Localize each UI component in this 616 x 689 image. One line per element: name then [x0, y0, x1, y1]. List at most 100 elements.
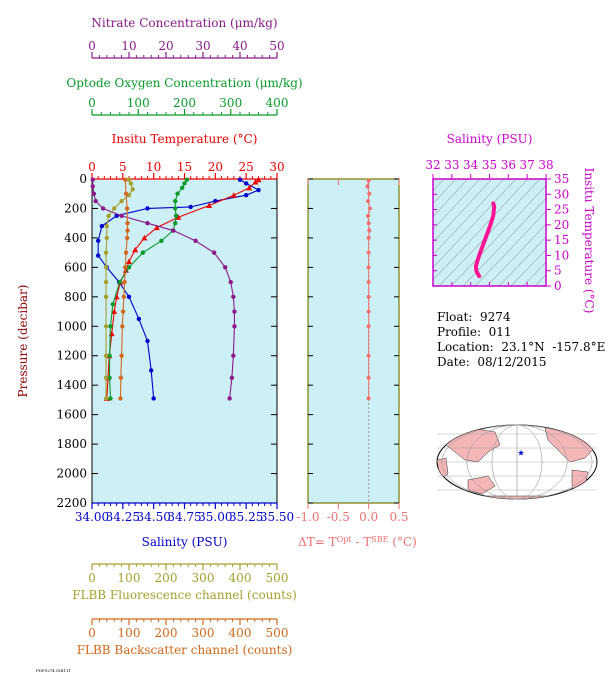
data-point: [126, 294, 132, 300]
data-point: [123, 265, 128, 270]
data-point: [107, 375, 112, 381]
float-id: Float: 9274: [437, 310, 511, 324]
salinity-tick-label: 35.50: [260, 510, 294, 524]
ts-isoline: [433, 179, 505, 256]
pressure-tick-label: 1000: [56, 319, 87, 333]
data-point: [120, 324, 125, 329]
oxygen-tick-label: 0: [88, 96, 96, 110]
salinity-tick-label: 34.00: [75, 510, 109, 524]
delta-label-part: - T: [352, 535, 372, 549]
data-point: [104, 235, 110, 241]
delta-label-part: SBE: [371, 535, 388, 544]
ts-isoline: [433, 179, 469, 217]
nitrate-tick-label: 50: [269, 39, 284, 53]
ts-isoline: [537, 169, 616, 296]
delta-label-part: ΔT= T: [298, 535, 337, 549]
delta-point: [366, 178, 371, 183]
data-point: [255, 176, 262, 183]
data-point: [119, 353, 124, 358]
temperature-axis-label: Insitu Temperature (°C): [112, 132, 258, 146]
delta-label-part: (°C): [388, 535, 416, 549]
ts-salinity-tick-label: 34: [463, 158, 479, 172]
data-point: [126, 258, 132, 264]
temperature-tick-label: 30: [269, 160, 284, 174]
pressure-tick-label: 1200: [56, 349, 87, 363]
data-point: [179, 185, 185, 191]
data-point: [121, 294, 127, 300]
delta-plot-area: [307, 178, 400, 504]
ts-salinity-tick-label: 33: [444, 158, 459, 172]
ts-temperature-tick-label: 10: [554, 248, 569, 262]
data-point: [173, 213, 179, 219]
delta-tick-label: -0.5: [327, 510, 350, 524]
pressure-tick-label: 1800: [56, 437, 87, 451]
data-point: [126, 177, 132, 182]
delta-tick-label: -1.0: [296, 510, 319, 524]
fluorescence-tick-label: 200: [155, 571, 178, 585]
data-point: [123, 191, 129, 196]
backscatter-axis-label: FLBB Backscatter channel (counts): [77, 643, 293, 657]
delta-point: [366, 265, 371, 270]
salinity-tick-label: 35.25: [229, 510, 263, 524]
data-point: [90, 184, 95, 189]
data-point: [119, 198, 124, 204]
data-point: [223, 265, 228, 270]
series-1: [103, 176, 262, 401]
delta-point: [366, 294, 371, 299]
backscatter-tick-label: 100: [118, 626, 141, 640]
data-point: [232, 324, 237, 329]
data-point: [182, 181, 187, 186]
salinity-tick-label: 34.25: [106, 510, 140, 524]
data-point: [229, 375, 235, 381]
data-point: [171, 228, 176, 233]
temperature-tick-label: 0: [88, 160, 96, 174]
ts-temperature-tick-label: 20: [554, 218, 569, 232]
delta-point: [367, 206, 372, 211]
ts-isoline: [433, 179, 517, 268]
pressure-tick-label: 2000: [56, 467, 87, 481]
footer-note: PDF9274 ISR111: [36, 668, 71, 673]
delta-point: [367, 228, 372, 233]
data-point: [159, 238, 164, 244]
data-point: [110, 301, 116, 307]
pressure-tick-label: 800: [64, 290, 87, 304]
ts-salinity-axis-label: Salinity (PSU): [447, 132, 533, 146]
ts-salinity-tick-label: 35: [482, 158, 497, 172]
fluorescence-tick-label: 0: [88, 571, 96, 585]
backscatter-tick-label: 0: [88, 626, 96, 640]
data-point: [95, 253, 101, 258]
ts-temperature-tick-label: 0: [554, 279, 562, 293]
backscatter-tick-label: 300: [192, 626, 215, 640]
data-point: [175, 214, 182, 220]
oxygen-tick-label: 100: [127, 96, 150, 110]
ts-salinity-tick-label: 32: [425, 158, 440, 172]
data-point: [103, 375, 109, 381]
pressure-tick-label: 200: [64, 201, 87, 215]
ts-isoline: [433, 179, 457, 205]
data-point: [256, 187, 261, 193]
data-point: [111, 308, 118, 315]
data-point: [173, 206, 178, 211]
nitrate-tick-label: 20: [158, 39, 173, 53]
fluorescence-tick-label: 400: [229, 571, 252, 585]
oxygen-tick-label: 300: [219, 96, 242, 110]
nitrate-axis-label: Nitrate Concentration (μm/kg): [91, 16, 277, 30]
temperature-tick-label: 10: [146, 160, 161, 174]
data-point: [145, 220, 150, 226]
data-point: [132, 246, 139, 253]
temperature-tick-label: 15: [177, 160, 192, 174]
oxygen-axis-label: Optode Oxygen Concentration (μm/kg): [66, 76, 302, 90]
data-point: [108, 396, 113, 401]
data-point: [118, 375, 124, 381]
data-point: [112, 206, 117, 211]
profile-number: Profile: 011: [437, 325, 512, 339]
float-location: Location: 23.1°N -157.8°E: [437, 340, 606, 354]
temperature-tick-label: 5: [119, 160, 127, 174]
ts-temperature-tick-label: 15: [554, 233, 569, 247]
oxygen-tick-label: 200: [173, 96, 196, 110]
delta-point: [366, 280, 371, 285]
data-point: [243, 181, 249, 186]
ts-salinity-tick-label: 36: [501, 158, 516, 172]
ts-isoline: [433, 179, 529, 281]
